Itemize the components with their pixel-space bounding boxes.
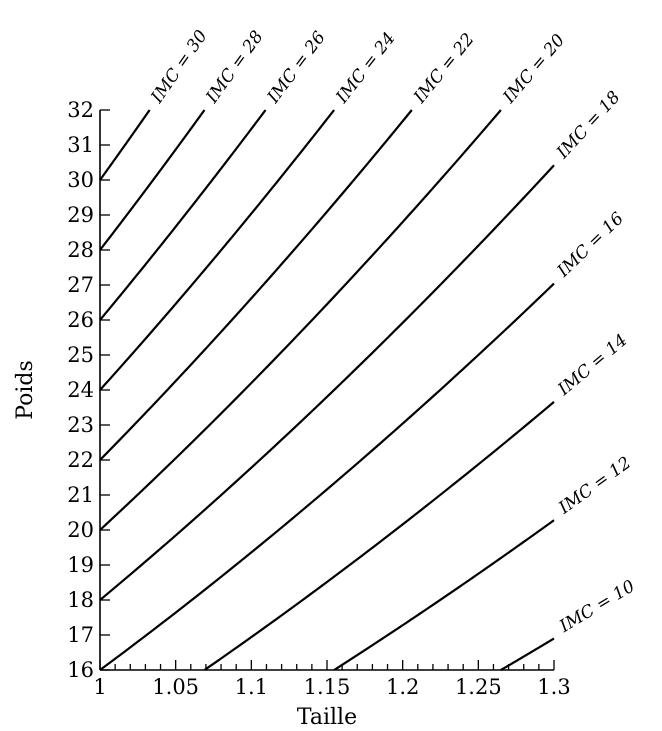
- tick-labels-group: 1 1.05 1.1 1.15 1.2 1.25 1.3 16 17 18 19 20 21 22 23 24…: [67, 98, 570, 699]
- curve-imc-20: [99, 109, 502, 531]
- curve-imc-28: [99, 109, 206, 251]
- y-tick-label: 30: [67, 168, 94, 192]
- curve-imc-26: [99, 109, 267, 321]
- y-tick-label: 16: [67, 658, 94, 682]
- ticks-group: [99, 109, 555, 671]
- x-tick-label: 1.2: [386, 675, 419, 699]
- x-tick-label: 1.25: [455, 675, 502, 699]
- y-tick-label: 25: [67, 343, 94, 367]
- curve-label-imc-10: IMC = 10: [555, 576, 638, 637]
- curves-group: [99, 109, 555, 671]
- curve-imc-22: [99, 109, 413, 461]
- curve-imc-12: [333, 519, 555, 671]
- curve-imc-24: [99, 109, 335, 391]
- x-tick-label: 1.15: [304, 675, 351, 699]
- y-tick-label: 17: [67, 623, 94, 647]
- curve-label-imc-22: IMC = 22: [410, 30, 479, 108]
- curve-label-imc-28: IMC = 28: [202, 27, 268, 108]
- curve-label-imc-16: IMC = 16: [553, 209, 628, 282]
- y-tick-label: 31: [67, 133, 94, 157]
- y-tick-label: 29: [67, 203, 94, 227]
- curve-imc-18: [99, 164, 555, 601]
- y-tick-label: 23: [67, 413, 94, 437]
- y-tick-label: 28: [67, 238, 94, 262]
- curve-label-imc-12: IMC = 12: [554, 453, 635, 519]
- curve-label-imc-24: IMC = 24: [332, 29, 400, 108]
- curve-imc-30: [99, 109, 151, 181]
- y-axis-title: Poids: [13, 360, 38, 420]
- curve-imc-14: [203, 401, 555, 671]
- y-tick-label: 20: [67, 518, 94, 542]
- x-axis-title: Taille: [297, 705, 357, 730]
- curve-imc-10: [500, 637, 555, 671]
- y-tick-label: 32: [67, 98, 94, 122]
- x-tick-label: 1.1: [235, 675, 268, 699]
- curve-label-imc-26: IMC = 26: [263, 28, 330, 108]
- y-tick-label: 18: [67, 588, 94, 612]
- curve-imc-16: [99, 282, 555, 671]
- x-tick-label: 1.05: [152, 675, 199, 699]
- y-tick-label: 22: [67, 448, 94, 472]
- y-tick-label: 26: [67, 308, 94, 332]
- curve-label-imc-18: IMC = 18: [552, 87, 624, 163]
- y-tick-label: 27: [67, 273, 94, 297]
- y-tick-label: 24: [67, 378, 94, 402]
- curve-label-imc-14: IMC = 14: [554, 330, 632, 400]
- curve-label-imc-20: IMC = 20: [499, 30, 569, 108]
- x-tick-label: 1.3: [537, 675, 570, 699]
- x-tick-label: 1: [93, 675, 106, 699]
- y-tick-label: 21: [67, 483, 94, 507]
- y-tick-label: 19: [67, 553, 94, 577]
